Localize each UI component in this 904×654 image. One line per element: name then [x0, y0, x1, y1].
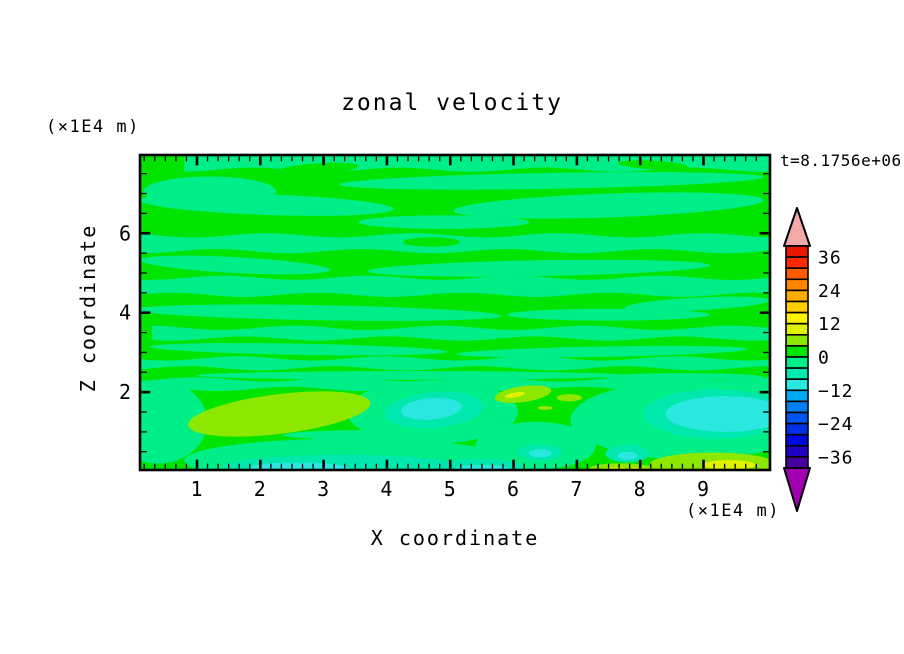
- contour-region: [537, 406, 553, 411]
- contour-region: [456, 345, 748, 358]
- contour-region: [528, 449, 552, 458]
- x-axis-unit-label: (×1E4 m): [686, 501, 780, 521]
- contour-region: [276, 162, 359, 176]
- contour-region: [617, 451, 638, 460]
- plot-title: zonal velocity: [341, 90, 563, 116]
- colorbar-box: [785, 300, 809, 314]
- contour-band: [151, 325, 770, 341]
- contour-region: [140, 380, 208, 464]
- z-tick-label: 2: [119, 380, 132, 404]
- plot-border: [138, 153, 772, 472]
- contour-region: [140, 255, 330, 275]
- contour-band: [140, 275, 770, 297]
- contour-region: [282, 429, 498, 441]
- contour-region: [140, 193, 394, 216]
- colorbar-box: [785, 278, 809, 292]
- colorbar-label: −12: [818, 381, 854, 402]
- x-tick-labels: 1 2 3 4 5 6 7 8 9: [190, 477, 710, 501]
- colorbar-box: [785, 322, 809, 336]
- colorbar-box: [785, 422, 809, 436]
- x-axis-label: X coordinate: [371, 526, 540, 550]
- colorbar-box: [785, 367, 809, 381]
- colorbar-box: [785, 256, 809, 270]
- colorbar-label: 12: [818, 314, 842, 335]
- colorbar-box: [785, 389, 809, 403]
- colorbar-box: [785, 444, 809, 458]
- timestamp-label: t=8.1756e+06: [780, 151, 902, 170]
- x-tick-label: 5: [444, 477, 457, 501]
- colorbar-label: 0: [818, 348, 830, 369]
- colorbar-box: [785, 400, 809, 414]
- contour-field: [140, 155, 770, 470]
- y-axis-unit-label: (×1E4 m): [46, 117, 140, 137]
- contour-region: [358, 215, 530, 229]
- axis-ticks: [141, 156, 769, 469]
- colorbar-label: −36: [818, 447, 854, 468]
- x-tick-label: 4: [380, 477, 393, 501]
- contour-region: [400, 397, 462, 420]
- colorbar-label: 24: [818, 281, 842, 302]
- x-tick-label: 8: [634, 477, 647, 501]
- colorbar-box: [785, 456, 809, 469]
- x-tick-label: 1: [190, 477, 203, 501]
- z-tick-label: 6: [119, 221, 132, 245]
- x-tick-label: 3: [317, 477, 330, 501]
- contour-region: [507, 308, 710, 321]
- contour-region: [367, 259, 710, 277]
- contour-region: [196, 371, 628, 380]
- contour-region: [624, 296, 770, 312]
- contour-region: [140, 304, 501, 321]
- colorbar-box: [785, 433, 809, 447]
- x-tick-label: 6: [507, 477, 520, 501]
- contour-band: [140, 356, 770, 371]
- contour-region: [556, 394, 582, 402]
- contour-region: [339, 172, 764, 190]
- contour-region: [149, 343, 448, 356]
- colorbar-labels: 36 24 12 0 −12 −24 −36: [818, 248, 854, 469]
- z-tick-labels: 2 4 6: [119, 221, 132, 404]
- colorbar-box: [785, 311, 809, 325]
- z-axis-label: Z coordinate: [76, 224, 100, 393]
- contour-region: [402, 237, 460, 247]
- contour-region: [453, 192, 764, 219]
- colorbar-box: [785, 411, 809, 425]
- x-tick-label: 2: [254, 477, 267, 501]
- contour-region: [618, 160, 688, 170]
- colorbar-box: [785, 378, 809, 392]
- contour-region: [188, 391, 371, 437]
- colorbar-box: [785, 245, 809, 258]
- colorbar-box: [785, 289, 809, 303]
- colorbar-box: [785, 267, 809, 281]
- z-tick-label: 4: [119, 301, 132, 325]
- contour-region: [504, 391, 525, 398]
- x-tick-label: 7: [570, 477, 583, 501]
- contour-region: [702, 460, 756, 470]
- x-tick-label: 9: [697, 477, 710, 501]
- contour-region: [665, 396, 770, 432]
- colorbar-box: [785, 345, 809, 358]
- colorbar: [783, 207, 811, 512]
- colorbar-box: [785, 333, 809, 347]
- colorbar-label: −24: [818, 414, 854, 435]
- colorbar-box: [785, 356, 809, 369]
- colorbar-label: 36: [818, 248, 842, 269]
